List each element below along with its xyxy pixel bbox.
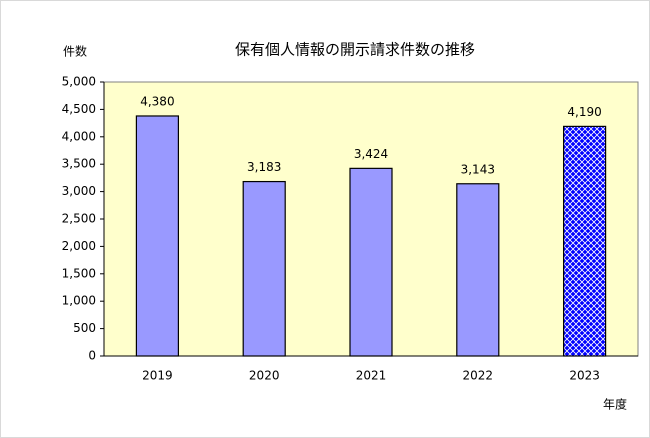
y-tick-label: 1,000 xyxy=(62,294,96,308)
chart-title: 保有個人情報の開示請求件数の推移 xyxy=(235,41,475,59)
x-tick-label: 2019 xyxy=(142,369,173,383)
y-tick-label: 0 xyxy=(88,349,96,363)
x-tick-label: 2021 xyxy=(356,369,387,383)
x-tick-label: 2022 xyxy=(463,369,494,383)
y-tick-label: 2,500 xyxy=(62,212,96,226)
bar xyxy=(562,125,607,357)
x-tick-label: 2020 xyxy=(249,369,280,383)
bar xyxy=(349,167,393,357)
x-tick-label: 2023 xyxy=(569,369,600,383)
y-axis-label: 件数 xyxy=(63,44,87,59)
value-label: 4,380 xyxy=(140,94,174,108)
y-tick-label: 3,000 xyxy=(62,184,96,198)
y-tick-label: 3,500 xyxy=(62,157,96,171)
y-tick-label: 5,000 xyxy=(62,75,96,89)
value-label: 4,190 xyxy=(567,105,601,119)
x-axis-label: 年度 xyxy=(603,397,627,412)
y-tick-label: 1,500 xyxy=(62,266,96,280)
bar xyxy=(135,115,179,357)
y-tick-label: 500 xyxy=(73,321,96,335)
y-tick-label: 4,000 xyxy=(62,129,96,143)
value-label: 3,424 xyxy=(354,147,388,161)
y-tick-label: 4,500 xyxy=(62,102,96,116)
y-tick-label: 2,000 xyxy=(62,239,96,253)
value-label: 3,183 xyxy=(247,160,281,174)
value-label: 3,143 xyxy=(461,162,495,176)
bar xyxy=(456,183,500,357)
bar xyxy=(242,180,286,357)
